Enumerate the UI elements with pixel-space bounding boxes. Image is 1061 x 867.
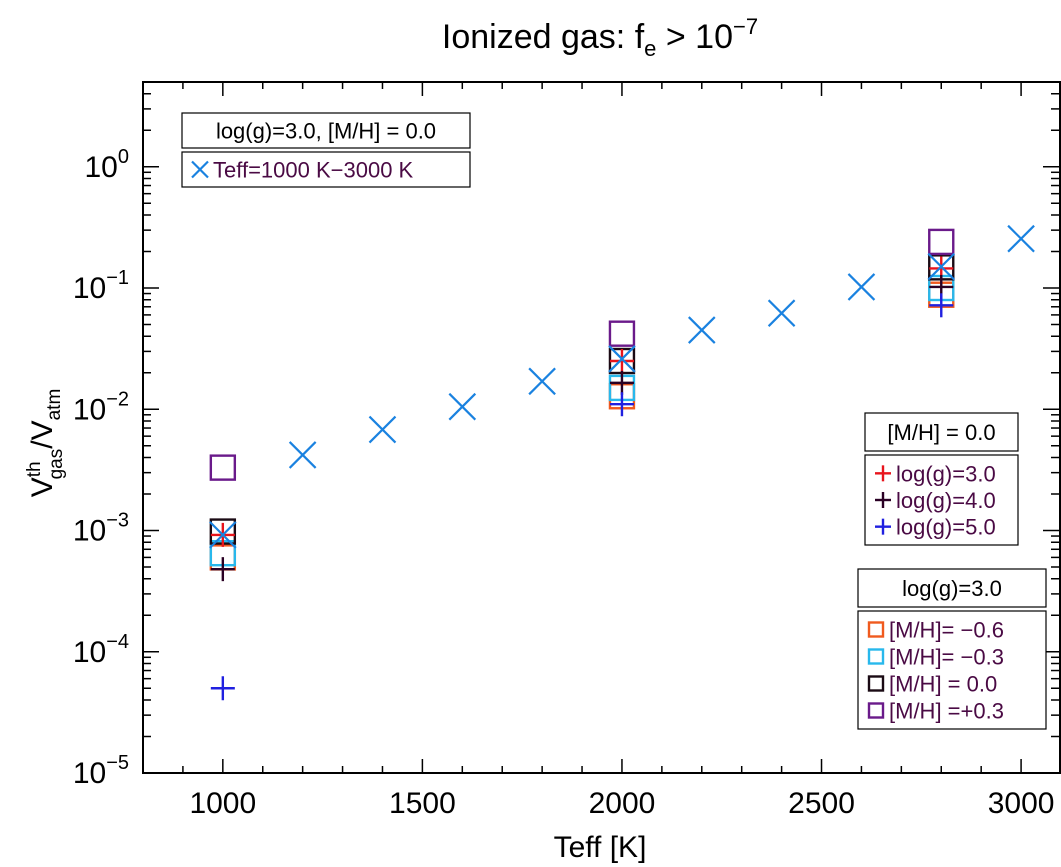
data-point-plus-marker bbox=[929, 293, 953, 317]
legend-entry-text: [M/H] =+0.3 bbox=[889, 699, 1004, 724]
data-point-x-marker bbox=[769, 300, 795, 326]
data-point-plus-marker bbox=[610, 371, 634, 395]
legend-entry-text: [M/H]= −0.6 bbox=[889, 618, 1004, 643]
legend-entry-text: log(g)=3.0 bbox=[896, 461, 996, 486]
y-tick-label: 10−1 bbox=[73, 267, 129, 305]
svg-text:Vthgas/Vatm: Vthgas/Vatm bbox=[24, 389, 67, 498]
data-point-x-marker bbox=[449, 394, 475, 420]
legend-header-text: [M/H] = 0.0 bbox=[887, 420, 995, 445]
y-tick-label: 10−4 bbox=[73, 631, 129, 669]
data-point-plus-marker bbox=[211, 557, 235, 581]
x-tick-label: 1500 bbox=[389, 787, 456, 820]
legend-entry-text: [M/H]= −0.3 bbox=[889, 645, 1004, 670]
data-point-x-marker bbox=[848, 274, 874, 300]
data-point-plus-marker bbox=[610, 349, 634, 373]
chart-title-exponent: −7 bbox=[733, 14, 758, 39]
legend-entry-text: log(g)=5.0 bbox=[896, 515, 996, 540]
chart-title: Ionized gas: fe > 10−7 bbox=[442, 14, 758, 61]
legend-entry-text: Teff=1000 K−3000 K bbox=[213, 158, 414, 183]
y-tick-label: 100 bbox=[85, 146, 130, 184]
y-axis-label-sub: gas bbox=[46, 449, 67, 480]
x-tick-label: 2000 bbox=[589, 787, 656, 820]
x-tick-label: 3000 bbox=[988, 787, 1055, 820]
legend-3: log(g)=3.0 [M/H]= −0.6[M/H]= −0.3[M/H] = … bbox=[858, 569, 1046, 729]
legends: log(g)=3.0, [M/H] = 0.0 Teff=1000 K−3000 … bbox=[182, 113, 1046, 729]
y-axis-label-sep: /V bbox=[26, 420, 59, 448]
chart-title-main: Ionized gas: f bbox=[442, 18, 645, 56]
x-tick-label: 2500 bbox=[788, 787, 855, 820]
data-point-x-marker bbox=[1008, 226, 1034, 252]
data-point-x-marker bbox=[369, 417, 395, 443]
chart-title-subscript: e bbox=[644, 36, 656, 61]
y-axis-label-sup: th bbox=[24, 461, 45, 477]
y-axis-label-sub2: atm bbox=[44, 389, 65, 421]
data-point-square-marker bbox=[610, 322, 634, 346]
y-tick-label: 10−5 bbox=[73, 752, 129, 790]
data-point-x-marker bbox=[529, 368, 555, 394]
legend-entry-text: log(g)=4.0 bbox=[896, 488, 996, 513]
data-point-square-marker bbox=[929, 230, 953, 254]
data-point-x-marker bbox=[689, 317, 715, 343]
legend-header-text: log(g)=3.0, [M/H] = 0.0 bbox=[216, 119, 436, 144]
data-point-x-marker bbox=[290, 442, 316, 468]
y-tick-label: 10−3 bbox=[73, 510, 129, 548]
legend-2: [M/H] = 0.0 log(g)=3.0log(g)=4.0log(g)=5.… bbox=[865, 413, 1018, 545]
data-point-plus-marker bbox=[211, 676, 235, 700]
legend-header-text: log(g)=3.0 bbox=[902, 576, 1002, 601]
svg-text:Ionized gas: fe > 10−7: Ionized gas: fe > 10−7 bbox=[442, 14, 758, 61]
x-tick-label: 1000 bbox=[189, 787, 256, 820]
y-axis-label: Vthgas/Vatm bbox=[24, 389, 67, 498]
chart-title-relation: > 10 bbox=[656, 18, 733, 56]
x-axis-label: Teff [K] bbox=[554, 831, 647, 864]
data-point-plus-marker bbox=[610, 392, 634, 416]
legend-1: log(g)=3.0, [M/H] = 0.0 Teff=1000 K−3000 … bbox=[182, 113, 470, 187]
y-tick-label: 10−2 bbox=[73, 388, 129, 426]
data-point-square-marker bbox=[211, 456, 235, 480]
legend-entry-text: [M/H] = 0.0 bbox=[889, 672, 997, 697]
